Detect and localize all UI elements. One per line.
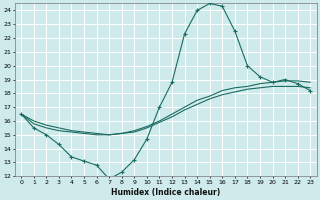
X-axis label: Humidex (Indice chaleur): Humidex (Indice chaleur) [111,188,220,197]
